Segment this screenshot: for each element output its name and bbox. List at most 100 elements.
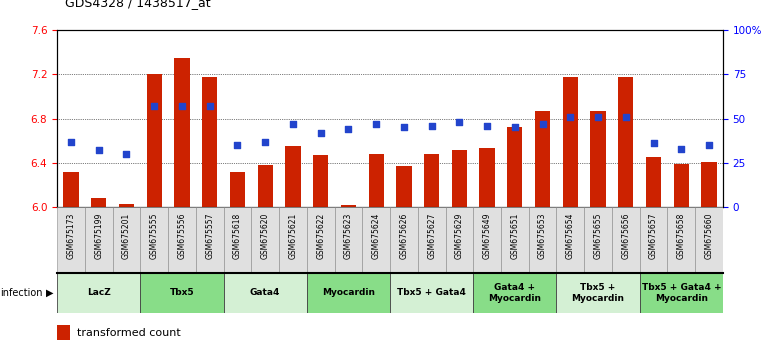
- Text: GSM675556: GSM675556: [177, 212, 186, 259]
- Bar: [396, 166, 412, 207]
- Point: [398, 125, 410, 130]
- Text: GSM675623: GSM675623: [344, 212, 353, 259]
- Point: [509, 125, 521, 130]
- Text: ▶: ▶: [46, 288, 53, 298]
- Point: [342, 126, 355, 132]
- Bar: [307, 273, 390, 313]
- Point: [481, 123, 493, 129]
- Bar: [335, 207, 362, 273]
- Bar: [168, 207, 196, 273]
- Point: [65, 139, 77, 144]
- Bar: [418, 207, 445, 273]
- Bar: [591, 111, 606, 207]
- Text: GSM675199: GSM675199: [94, 212, 103, 259]
- Text: Tbx5 + Gata4: Tbx5 + Gata4: [397, 289, 466, 297]
- Point: [425, 123, 438, 129]
- Bar: [640, 207, 667, 273]
- Bar: [140, 273, 224, 313]
- Text: GSM675622: GSM675622: [316, 212, 325, 258]
- Bar: [147, 74, 162, 207]
- Bar: [224, 273, 307, 313]
- Point: [93, 148, 105, 153]
- Point: [259, 139, 271, 144]
- Bar: [57, 325, 70, 340]
- Point: [648, 141, 660, 146]
- Text: GSM675557: GSM675557: [205, 212, 214, 259]
- Text: GSM675658: GSM675658: [677, 212, 686, 259]
- Point: [148, 103, 161, 109]
- Bar: [535, 111, 550, 207]
- Text: GSM675649: GSM675649: [482, 212, 492, 259]
- Bar: [279, 207, 307, 273]
- Point: [278, 243, 290, 249]
- Bar: [224, 207, 251, 273]
- Point: [675, 146, 687, 152]
- Bar: [445, 207, 473, 273]
- Bar: [251, 207, 279, 273]
- Bar: [424, 154, 439, 207]
- Point: [287, 121, 299, 127]
- Text: LacZ: LacZ: [87, 289, 110, 297]
- Bar: [257, 165, 272, 207]
- Bar: [84, 207, 113, 273]
- Text: GSM675660: GSM675660: [705, 212, 714, 259]
- Bar: [556, 207, 584, 273]
- Text: Tbx5 + Gata4 +
Myocardin: Tbx5 + Gata4 + Myocardin: [642, 283, 721, 303]
- Text: GSM675629: GSM675629: [455, 212, 464, 259]
- Text: GSM675651: GSM675651: [511, 212, 519, 259]
- Text: Gata4 +
Myocardin: Gata4 + Myocardin: [489, 283, 541, 303]
- Text: GSM675656: GSM675656: [621, 212, 630, 259]
- Bar: [640, 273, 723, 313]
- Bar: [140, 207, 168, 273]
- Text: GSM675626: GSM675626: [400, 212, 409, 259]
- Bar: [667, 207, 696, 273]
- Text: Tbx5: Tbx5: [170, 289, 194, 297]
- Bar: [612, 207, 640, 273]
- Text: GSM675627: GSM675627: [427, 212, 436, 259]
- Bar: [673, 164, 689, 207]
- Text: GSM675620: GSM675620: [261, 212, 269, 259]
- Text: infection: infection: [0, 288, 43, 298]
- Text: GSM675201: GSM675201: [122, 212, 131, 258]
- Bar: [307, 207, 335, 273]
- Bar: [313, 155, 328, 207]
- Bar: [584, 207, 612, 273]
- Bar: [479, 148, 495, 207]
- Point: [176, 103, 188, 109]
- Bar: [119, 204, 134, 207]
- Bar: [452, 150, 467, 207]
- Point: [204, 103, 216, 109]
- Text: GSM675173: GSM675173: [66, 212, 75, 259]
- Bar: [91, 198, 107, 207]
- Text: GSM675555: GSM675555: [150, 212, 159, 259]
- Bar: [390, 207, 418, 273]
- Text: Tbx5 +
Myocardin: Tbx5 + Myocardin: [572, 283, 625, 303]
- Text: transformed count: transformed count: [77, 328, 181, 338]
- Bar: [230, 172, 245, 207]
- Point: [314, 130, 326, 136]
- Text: GSM675655: GSM675655: [594, 212, 603, 259]
- Bar: [390, 273, 473, 313]
- Bar: [57, 207, 84, 273]
- Bar: [57, 273, 140, 313]
- Bar: [618, 76, 633, 207]
- Bar: [501, 207, 529, 273]
- Bar: [562, 76, 578, 207]
- Bar: [113, 207, 140, 273]
- Bar: [368, 154, 384, 207]
- Point: [619, 114, 632, 120]
- Text: GSM675618: GSM675618: [233, 212, 242, 258]
- Bar: [556, 273, 640, 313]
- Bar: [174, 58, 189, 207]
- Bar: [285, 146, 301, 207]
- Point: [231, 142, 244, 148]
- Point: [120, 151, 132, 157]
- Point: [370, 121, 382, 127]
- Point: [537, 121, 549, 127]
- Bar: [696, 207, 723, 273]
- Bar: [473, 273, 556, 313]
- Bar: [508, 127, 523, 207]
- Bar: [473, 207, 501, 273]
- Text: GSM675653: GSM675653: [538, 212, 547, 259]
- Text: GSM675657: GSM675657: [649, 212, 658, 259]
